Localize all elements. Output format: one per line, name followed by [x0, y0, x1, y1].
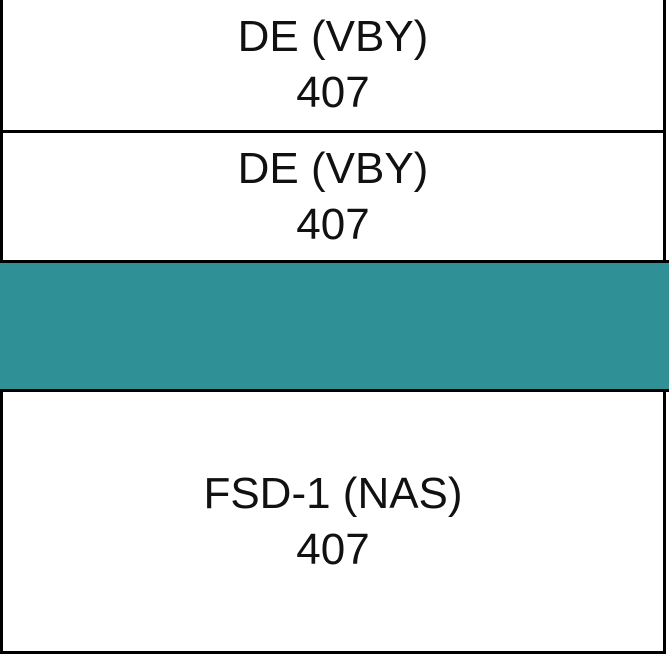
block-de-vby-2: DE (VBY) 407	[0, 130, 666, 263]
block-fsd-1-nas: FSD-1 (NAS) 407	[0, 389, 666, 654]
block-label: FSD-1 (NAS)	[203, 468, 463, 518]
block-value: 407	[296, 68, 370, 117]
teal-block	[0, 260, 669, 392]
block-label: DE (VBY)	[237, 143, 429, 193]
block-value: 407	[296, 524, 370, 574]
block-value: 407	[296, 199, 370, 249]
block-label: DE (VBY)	[237, 12, 429, 61]
block-de-vby-1: DE (VBY) 407	[0, 0, 666, 133]
